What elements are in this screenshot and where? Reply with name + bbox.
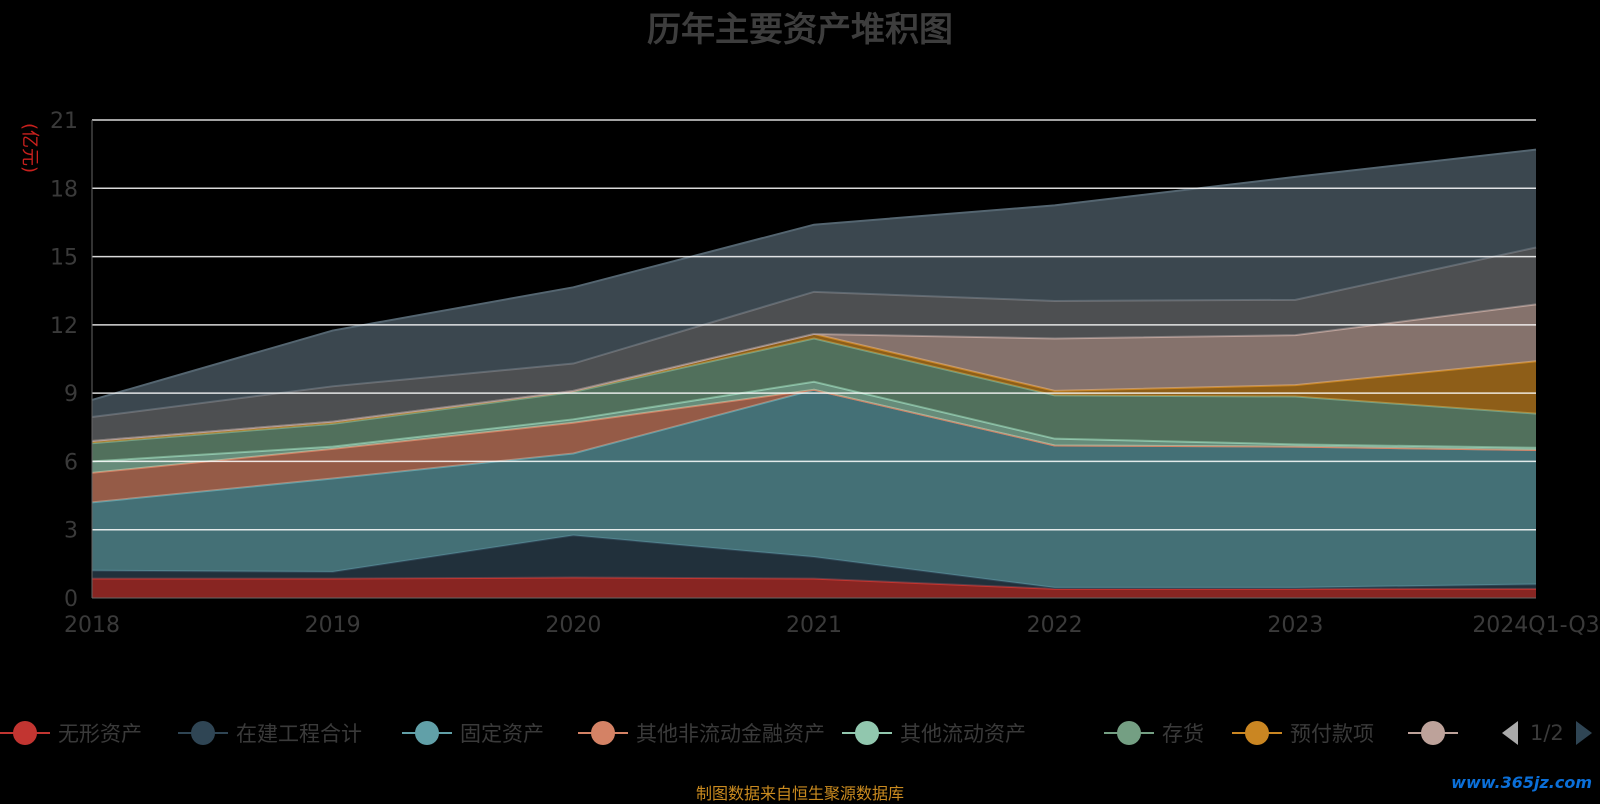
x-tick-label: 2022 <box>1027 613 1083 638</box>
legend-line-icon <box>402 721 452 745</box>
chart-legend: 无形资产 在建工程合计 固定资产 其他非流动金融资产 其他流动资产 存货 预付款项 <box>0 716 1600 750</box>
prev-page-icon[interactable] <box>1500 719 1520 747</box>
legend-pager: 1/2 <box>1500 716 1594 750</box>
legend-circle-icon <box>1421 721 1445 745</box>
legend-item[interactable]: 在建工程合计 <box>178 716 362 750</box>
legend-item[interactable]: 固定资产 <box>402 716 544 750</box>
area-series-5 <box>92 338 1536 462</box>
legend-label: 预付款项 <box>1290 722 1374 746</box>
x-tick-label: 2023 <box>1267 613 1323 638</box>
stacked-area-chart: 0 3 6 9 12 15 18 21 2018 2019 2020 2021 2022 2023 2024… <box>19 109 1600 638</box>
legend-circle-icon <box>415 721 439 745</box>
area-series-6 <box>92 333 1536 444</box>
legend-line-icon <box>1104 721 1154 745</box>
legend-line-icon <box>1232 721 1282 745</box>
data-source-footer: 制图数据来自恒生聚源数据库 <box>695 784 904 803</box>
legend-item[interactable]: 无形资产 <box>0 716 142 750</box>
line-series-9 <box>91 148 1537 401</box>
y-tick-label: 9 <box>64 382 78 407</box>
next-page-icon[interactable] <box>1574 719 1594 747</box>
area-series-3 <box>92 389 1536 503</box>
y-tick-label: 12 <box>50 314 78 339</box>
legend-line-icon <box>1408 721 1458 745</box>
legend-label: 其他非流动金融资产 <box>636 722 825 746</box>
legend-label: 固定资产 <box>460 722 544 746</box>
x-tick-label: 2019 <box>305 613 361 638</box>
legend-line-icon <box>0 721 50 745</box>
area-series-1 <box>92 535 1536 589</box>
y-tick-label: 3 <box>64 519 78 544</box>
legend-item[interactable]: 预付款项 <box>1232 716 1374 750</box>
x-tick-label: 2021 <box>786 613 842 638</box>
legend-circle-icon <box>1245 721 1269 745</box>
area-series-7 <box>92 304 1536 441</box>
x-tick-label: 2018 <box>64 613 120 638</box>
area-series-0 <box>92 577 1536 598</box>
legend-line-icon <box>578 721 628 745</box>
y-tick-label: 18 <box>50 177 78 202</box>
legend-item[interactable]: 存货 <box>1104 716 1204 750</box>
legend-item[interactable]: 其他非流动金融资产 <box>578 716 825 750</box>
legend-label: 在建工程合计 <box>236 722 362 746</box>
x-tick-label: 2024Q1-Q3 <box>1472 613 1599 638</box>
watermark: www.365jz.com <box>1451 773 1592 792</box>
legend-circle-icon <box>1117 721 1141 745</box>
y-tick-label: 15 <box>50 246 78 271</box>
legend-item[interactable]: 其他流动资产 <box>842 716 1026 750</box>
legend-circle-icon <box>855 721 879 745</box>
legend-circle-icon <box>591 721 615 745</box>
legend-label: 无形资产 <box>58 722 142 746</box>
legend-item[interactable] <box>1408 716 1458 750</box>
y-tick-label: 0 <box>64 587 78 612</box>
legend-circle-icon <box>13 721 37 745</box>
y-axis-unit-label: (亿元) <box>19 123 40 173</box>
y-tick-label: 6 <box>64 450 78 475</box>
legend-label: 存货 <box>1162 722 1204 746</box>
area-series-2 <box>92 389 1536 588</box>
chart-title: 历年主要资产堆积图 <box>647 10 953 50</box>
legend-label: 其他流动资产 <box>900 722 1026 746</box>
y-tick-label: 21 <box>50 109 78 134</box>
x-tick-label: 2020 <box>545 613 601 638</box>
legend-page-indicator: 1/2 <box>1530 721 1564 745</box>
area-series-9 <box>92 149 1536 418</box>
legend-circle-icon <box>191 721 215 745</box>
legend-line-icon <box>842 721 892 745</box>
legend-line-icon <box>178 721 228 745</box>
